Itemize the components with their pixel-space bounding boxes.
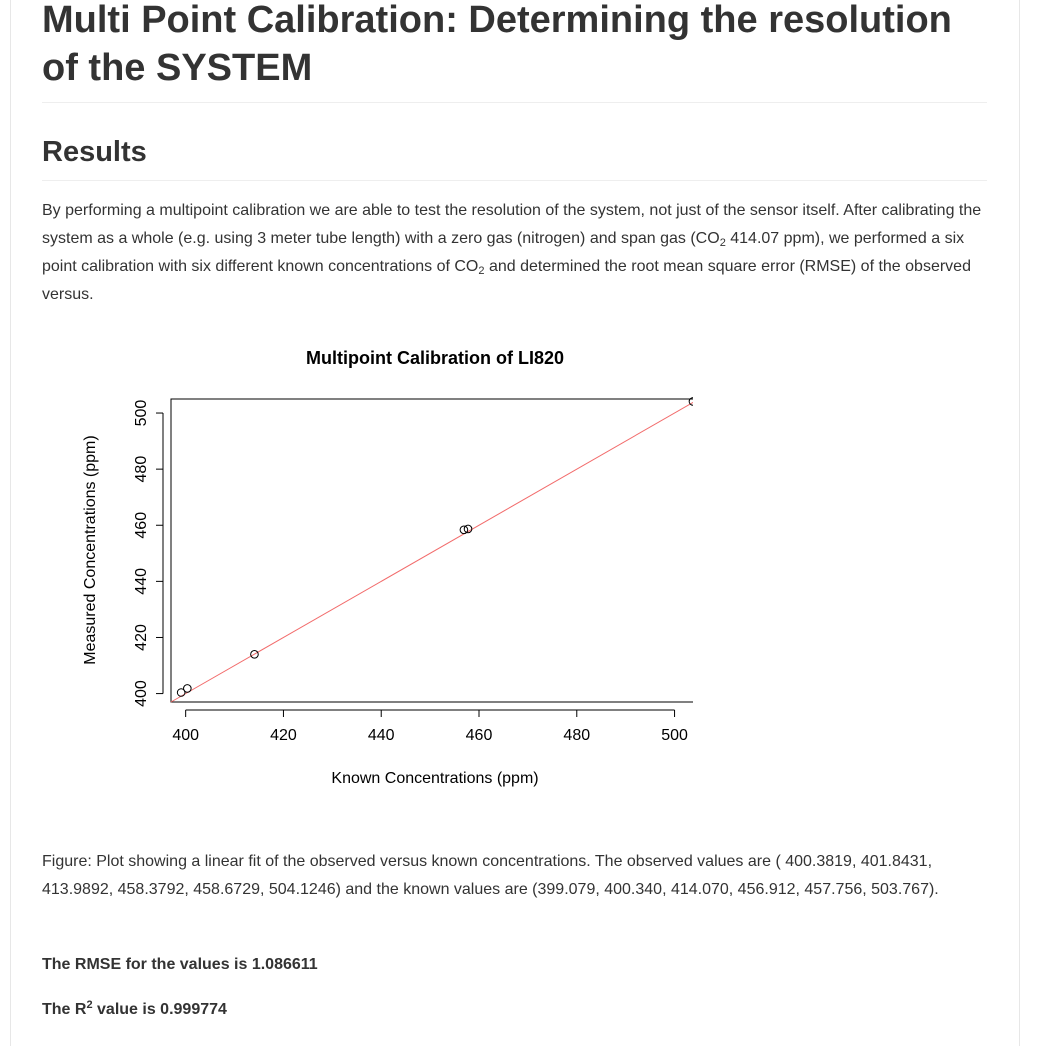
page-title: Multi Point Calibration: Determining the… [42, 0, 952, 89]
y-tick-label-5: 480 [133, 456, 150, 483]
intro-subscript-2: 2 [478, 265, 485, 277]
x-axis-label: Known Concentrations (ppm) [331, 770, 538, 787]
x-tick-label-4: 460 [466, 727, 493, 744]
intro-text-1: By performing a multipoint calibration w… [42, 202, 982, 247]
r2-suffix: value is 0.999774 [92, 1001, 227, 1018]
x-tick-label-1: 400 [172, 727, 199, 744]
section-heading: Results [42, 136, 147, 168]
data-point-1 [176, 688, 186, 697]
y-tick-label-2: 420 [133, 624, 150, 651]
intro-text-2: 414.07 ppm), we performed a six point ca… [42, 230, 965, 275]
title-divider [42, 102, 987, 103]
r2-superscript: 2 [86, 999, 93, 1011]
x-tick-label-2: 420 [270, 727, 297, 744]
intro-paragraph: By performing a multipoint calibration w… [42, 197, 982, 309]
section-divider [42, 180, 987, 181]
plot-frame [170, 398, 693, 703]
x-tick-label-6: 500 [661, 727, 688, 744]
y-axis-label: Measured Concentrations (ppm) [82, 435, 99, 664]
y-tick-label-6: 500 [133, 400, 150, 427]
data-point-4 [459, 525, 469, 535]
page-container: Multi Point Calibration: Determining the… [10, 0, 1020, 1046]
x-axis: 400 420 440 460 480 500 [172, 709, 688, 744]
data-point-6 [688, 397, 693, 406]
intro-subscript-1: 2 [719, 237, 726, 249]
r2-prefix: The R [42, 1001, 87, 1018]
rmse-statement: The RMSE for the values is 1.086611 [42, 956, 318, 973]
r-squared-statement: The R2 value is 0.999774 [42, 999, 227, 1021]
figure-caption: Figure: Plot showing a linear fit of the… [42, 853, 939, 898]
points-layer [176, 397, 693, 697]
plot-area [170, 397, 693, 703]
data-point-2 [183, 684, 192, 693]
x-tick-label-5: 480 [563, 727, 590, 744]
intro-text-3: and determined the root mean square erro… [42, 258, 971, 303]
fit-line [170, 401, 693, 703]
y-tick-label-1: 400 [133, 680, 150, 707]
calibration-chart: Multipoint Calibration of LI820 400 420 44… [82, 348, 693, 787]
y-axis: 400 420 440 460 480 500 [133, 400, 164, 707]
chart-title: Multipoint Calibration of LI820 [306, 348, 564, 368]
data-point-3 [250, 650, 259, 659]
fit-layer [170, 401, 693, 703]
x-tick-label-3: 440 [368, 727, 395, 744]
y-tick-label-3: 440 [133, 568, 150, 595]
y-tick-label-4: 460 [133, 512, 150, 539]
data-point-5 [463, 524, 473, 534]
